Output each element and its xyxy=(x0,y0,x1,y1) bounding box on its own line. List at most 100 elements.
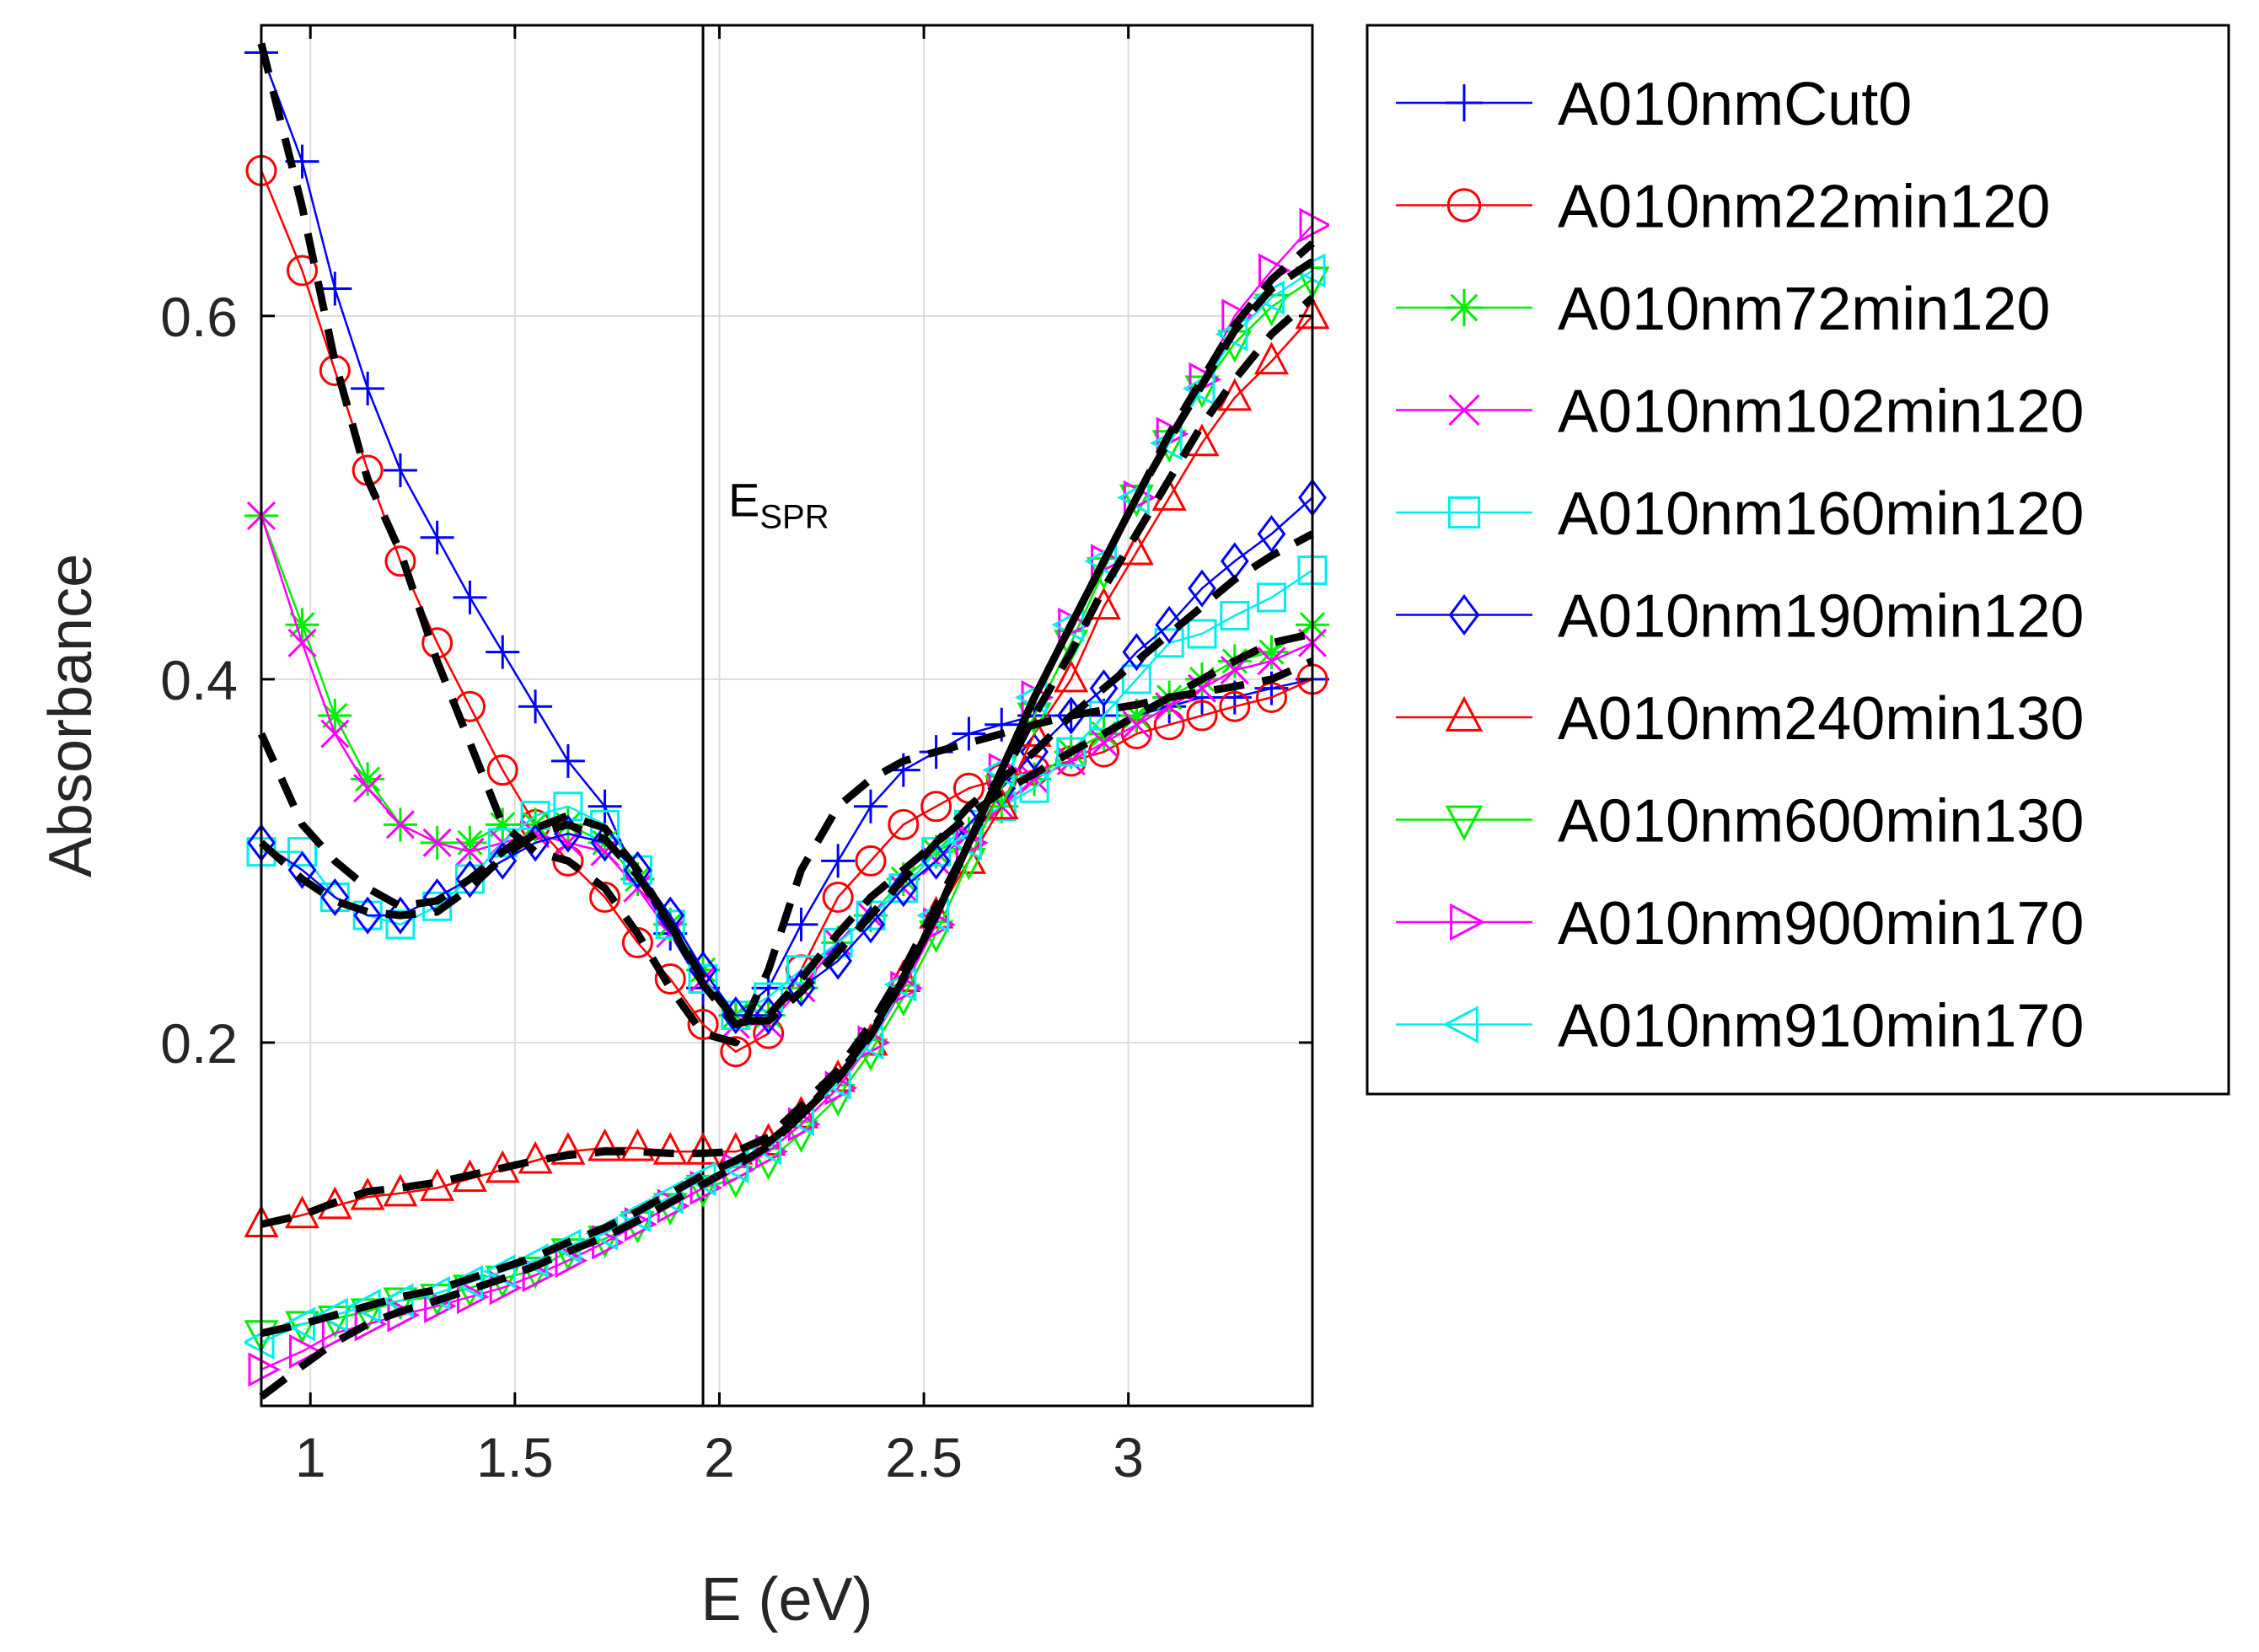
marker-circle xyxy=(384,545,416,577)
marker-plus xyxy=(1446,84,1483,121)
legend-label: A010nm910min170 xyxy=(1558,993,2084,1060)
marker-triangle-left xyxy=(1442,1006,1478,1043)
legend-entry: A010nm72min120 xyxy=(1396,276,2050,343)
fit-line-fit-A010nm910min170 xyxy=(260,258,1315,1338)
marker-x xyxy=(1089,728,1119,758)
marker-triangle-up xyxy=(652,1132,688,1165)
x-tick-label: 2 xyxy=(704,1426,735,1488)
marker-asterisk xyxy=(486,807,520,842)
legend-label: A010nmCut0 xyxy=(1558,71,1912,138)
marker-circle xyxy=(552,845,584,877)
marker-x xyxy=(385,810,416,839)
marker-triangle-up xyxy=(1253,341,1289,375)
legend-label: A010nm900min170 xyxy=(1558,890,2084,957)
tick-labels: 1 1.5 2 2.5 3 0.2 0.4 0.6 xyxy=(160,286,1144,1488)
marker-x xyxy=(1056,746,1086,775)
marker-triangle-up xyxy=(518,1140,553,1174)
marker-triangle-right xyxy=(248,1352,282,1387)
marker-x xyxy=(1257,646,1286,676)
marker-circle xyxy=(1219,690,1251,722)
axes-frame xyxy=(260,24,1314,1408)
marker-plus xyxy=(952,716,986,751)
legend-label: A010nm600min130 xyxy=(1558,788,2084,856)
marker-square xyxy=(287,837,318,867)
marker-triangle-up xyxy=(1119,532,1154,566)
spr-annotation: ESPR xyxy=(728,473,829,535)
legend-label: A010nm22min120 xyxy=(1558,174,2050,241)
marker-plus xyxy=(318,271,352,306)
marker-asterisk xyxy=(351,762,385,796)
marker-diamond xyxy=(1188,569,1216,608)
marker-diamond xyxy=(590,823,620,862)
marker-triangle-right xyxy=(1156,416,1189,452)
legend-entry: A010nm900min170 xyxy=(1396,890,2084,957)
plot-frame xyxy=(260,24,1314,1408)
marker-x xyxy=(320,719,350,748)
marker-square xyxy=(1447,496,1481,529)
marker-circle xyxy=(1446,188,1482,223)
marker-asterisk xyxy=(1254,635,1289,669)
marker-circle xyxy=(486,754,518,786)
legend-entry: A010nm102min120 xyxy=(1396,378,2084,446)
marker-square xyxy=(1121,664,1151,695)
spr-annotation-sub: SPR xyxy=(759,498,829,535)
marker-triangle-up xyxy=(383,1173,418,1207)
legend-entry: A010nm190min120 xyxy=(1396,583,2084,651)
legend-box xyxy=(1366,24,2230,1096)
marker-triangle-right xyxy=(289,1333,322,1369)
marker-plus xyxy=(420,520,454,555)
marker-x xyxy=(455,837,485,866)
marker-circle xyxy=(287,255,319,287)
marker-triangle-left xyxy=(1182,371,1215,406)
legend-entry: A010nm910min170 xyxy=(1396,993,2084,1060)
marker-triangle-up xyxy=(1054,659,1089,693)
fit-line-fit-A010nm72min120 xyxy=(257,630,1313,1028)
marker-circle xyxy=(920,791,952,823)
marker-square xyxy=(1056,737,1087,767)
marker-triangle-down xyxy=(350,1298,385,1332)
marker-plus xyxy=(518,689,553,724)
marker-diamond xyxy=(1448,594,1480,636)
x-tick-label: 1 xyxy=(295,1426,326,1488)
legend-entry: A010nm240min130 xyxy=(1396,685,2084,753)
marker-asterisk xyxy=(1119,699,1154,732)
marker-circle xyxy=(888,808,920,840)
legend-entry: A010nm22min120 xyxy=(1396,174,2050,241)
y-axis-label: Absorbance xyxy=(37,554,105,877)
marker-asterisk xyxy=(318,699,352,732)
marker-triangle-left xyxy=(244,1325,275,1360)
fit-line-fit-A010nm190min120 xyxy=(259,530,1315,1025)
marker-circle xyxy=(589,882,621,914)
marker-square xyxy=(688,964,718,995)
x-tick-label: 2.5 xyxy=(885,1426,963,1488)
marker-diamond xyxy=(1155,605,1184,644)
x-tick-label: 3 xyxy=(1113,1426,1144,1488)
marker-triangle-right xyxy=(1299,207,1329,243)
marker-circle xyxy=(1186,700,1218,732)
marker-circle xyxy=(855,845,887,877)
marker-diamond xyxy=(320,878,350,917)
fit-line-fit-A010nm240min130 xyxy=(260,294,1315,1228)
marker-square xyxy=(520,801,550,831)
marker-circle xyxy=(654,963,686,995)
legend-label: A010nm72min120 xyxy=(1558,276,2050,343)
marker-diamond xyxy=(287,850,317,889)
series-line-A010nm102min120 xyxy=(260,515,1313,1026)
marker-asterisk xyxy=(1446,289,1483,326)
marker-square xyxy=(1220,600,1250,630)
marker-square xyxy=(1187,619,1217,649)
marker-x xyxy=(1122,710,1151,739)
x-tick-label: 1.5 xyxy=(476,1426,554,1488)
marker-x xyxy=(422,828,452,857)
marker-plus xyxy=(784,907,818,941)
marker-triangle-right xyxy=(1450,903,1486,941)
marker-plus xyxy=(821,844,856,878)
marker-square xyxy=(1256,582,1286,613)
marker-triangle-up xyxy=(620,1128,655,1161)
marker-circle xyxy=(687,1008,719,1040)
marker-x xyxy=(1187,673,1217,703)
marker-circle xyxy=(822,882,854,914)
marker-square xyxy=(655,909,685,940)
series-A010nm102min120 xyxy=(246,501,1328,1039)
